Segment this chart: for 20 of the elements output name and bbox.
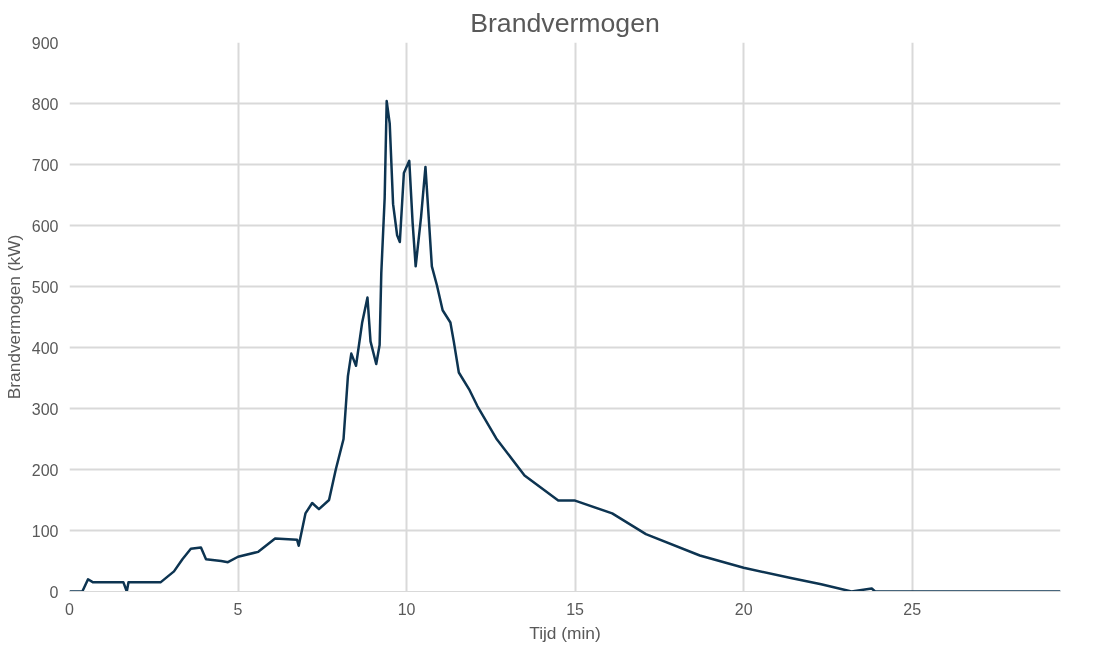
y-tick-label: 600 — [31, 217, 59, 235]
x-tick-label: 15 — [566, 600, 585, 618]
y-tick-label: 0 — [49, 583, 59, 601]
y-tick-label: 900 — [31, 34, 59, 52]
x-tick-label: 0 — [65, 600, 75, 618]
y-tick-label: 100 — [31, 522, 59, 540]
x-axis-title: Tijd (min) — [529, 622, 601, 643]
x-tick-label: 10 — [397, 600, 416, 618]
x-tick-label: 5 — [233, 600, 243, 618]
y-tick-label: 400 — [31, 339, 59, 357]
x-tick-label: 20 — [734, 600, 753, 618]
y-tick-label: 700 — [31, 156, 59, 174]
x-tick-label: 25 — [903, 600, 922, 618]
y-tick-label: 800 — [31, 95, 59, 113]
y-tick-label: 200 — [31, 461, 59, 479]
line-series — [69, 99, 1061, 592]
y-axis-title: Brandvermogen (kW) — [3, 234, 24, 400]
y-tick-label: 300 — [31, 400, 59, 418]
chart-title: Brandvermogen — [470, 7, 660, 38]
y-tick-label: 500 — [31, 278, 59, 296]
